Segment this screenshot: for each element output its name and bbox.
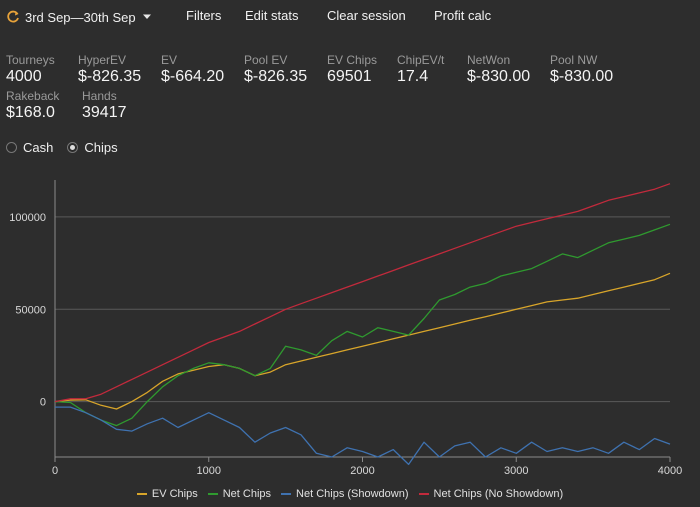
stat-label: Pool EV bbox=[244, 53, 288, 67]
filters-button[interactable]: Filters bbox=[186, 8, 222, 23]
stat-label: Rakeback bbox=[6, 89, 60, 103]
series-line-net-chips bbox=[54, 223, 671, 427]
x-tick-label: 1000 bbox=[197, 465, 221, 477]
cash-radio[interactable] bbox=[6, 142, 17, 153]
date-range-dropdown[interactable]: 3rd Sep—30th Sep bbox=[6, 10, 152, 25]
stat-value: $168.0 bbox=[6, 104, 55, 121]
cash-label: Cash bbox=[23, 140, 54, 155]
stat-value: $-830.00 bbox=[550, 68, 614, 85]
stat-chipev-per-t: ChipEV/t 17.4 bbox=[397, 53, 444, 87]
x-tick-label: 2000 bbox=[350, 465, 374, 477]
stat-label: ChipEV/t bbox=[397, 53, 445, 67]
stat-hands: Hands 39417 bbox=[82, 89, 127, 123]
stat-pool-ev: Pool EV $-826.35 bbox=[244, 53, 307, 87]
date-range-label: 3rd Sep—30th Sep bbox=[25, 9, 136, 25]
legend-item-showdown[interactable]: Net Chips (Showdown) bbox=[281, 488, 409, 500]
stat-label: EV Chips bbox=[327, 53, 378, 67]
y-tick-label: 50000 bbox=[15, 304, 46, 316]
legend-label: Net Chips (Showdown) bbox=[296, 488, 409, 500]
legend-item-ev-chips[interactable]: EV Chips bbox=[136, 488, 198, 500]
legend-label: Net Chips bbox=[222, 488, 272, 500]
chart-legend: EV Chips Net Chips Net Chips (Showdown) … bbox=[0, 488, 700, 500]
legend-label: EV Chips bbox=[151, 488, 198, 500]
stat-label: EV bbox=[161, 53, 178, 67]
stat-hyperev: HyperEV $-826.35 bbox=[78, 53, 141, 87]
legend-swatch bbox=[418, 493, 429, 495]
stat-value: $-826.35 bbox=[78, 68, 142, 85]
stat-value: 69501 bbox=[327, 68, 372, 85]
y-tick-label: 100000 bbox=[9, 212, 46, 224]
stat-label: Pool NW bbox=[550, 53, 598, 67]
legend-item-net-chips[interactable]: Net Chips bbox=[207, 488, 272, 500]
stat-tourneys: Tourneys 4000 bbox=[6, 53, 55, 87]
stat-label: HyperEV bbox=[78, 53, 127, 67]
chevron-down-icon bbox=[142, 14, 151, 19]
stat-ev-chips: EV Chips 69501 bbox=[327, 53, 377, 87]
legend-swatch bbox=[136, 493, 147, 495]
x-tick-label: 4000 bbox=[658, 465, 682, 477]
chips-radio-option[interactable]: Chips bbox=[67, 140, 118, 155]
legend-swatch bbox=[281, 493, 292, 495]
legend-item-no-showdown[interactable]: Net Chips (No Showdown) bbox=[418, 488, 564, 500]
stat-value: 39417 bbox=[82, 104, 127, 121]
stat-value: $-826.35 bbox=[244, 68, 308, 85]
chips-line-chart: 0 50000 100000 0 1000 2000 3000 4000 bbox=[9, 180, 682, 477]
legend-swatch bbox=[207, 493, 218, 495]
stat-value: $-664.20 bbox=[161, 68, 225, 85]
stat-value: 4000 bbox=[6, 68, 42, 85]
stat-pool-nw: Pool NW $-830.00 bbox=[550, 53, 613, 87]
refresh-icon[interactable] bbox=[6, 10, 20, 24]
clear-session-button[interactable]: Clear session bbox=[327, 8, 406, 23]
stat-netwon: NetWon $-830.00 bbox=[467, 53, 530, 87]
edit-stats-button[interactable]: Edit stats bbox=[245, 8, 299, 23]
stat-rakeback: Rakeback $168.0 bbox=[6, 89, 59, 123]
toolbar: 3rd Sep—30th Sep Filters Edit stats Clea… bbox=[0, 0, 700, 34]
chips-radio[interactable] bbox=[67, 142, 79, 153]
y-tick-label: 0 bbox=[40, 397, 46, 409]
x-tick-label: 0 bbox=[52, 465, 58, 477]
series-line-no-showdown bbox=[54, 183, 671, 403]
stat-label: NetWon bbox=[467, 53, 511, 67]
stat-value: $-830.00 bbox=[467, 68, 531, 85]
x-tick-label: 3000 bbox=[504, 465, 528, 477]
stat-label: Tourneys bbox=[6, 53, 55, 67]
profit-calc-button[interactable]: Profit calc bbox=[434, 8, 492, 23]
series-line-ev-chips bbox=[54, 272, 671, 410]
stat-ev: EV $-664.20 bbox=[161, 53, 224, 87]
legend-label: Net Chips (No Showdown) bbox=[433, 488, 564, 500]
stat-label: Hands bbox=[82, 89, 117, 103]
cash-radio-option[interactable]: Cash bbox=[6, 140, 53, 155]
mode-toggle: Cash Chips bbox=[6, 140, 132, 155]
series-line-showdown bbox=[55, 406, 671, 466]
stat-value: 17.4 bbox=[397, 68, 429, 85]
chips-label: Chips bbox=[84, 140, 118, 155]
